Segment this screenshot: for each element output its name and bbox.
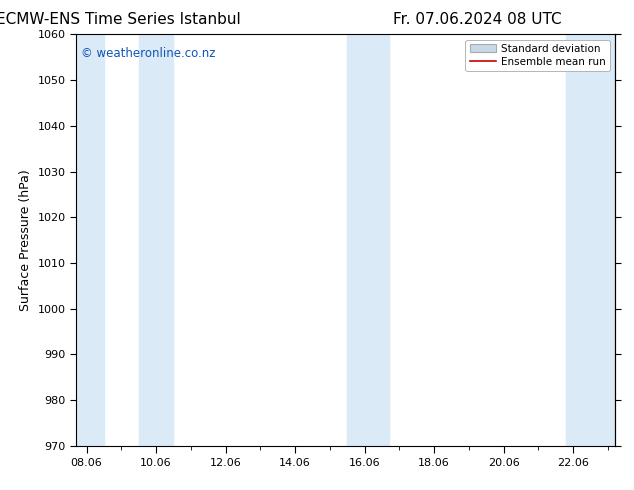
Bar bbox=[566, 34, 615, 446]
Y-axis label: Surface Pressure (hPa): Surface Pressure (hPa) bbox=[19, 169, 32, 311]
Text: ECMW-ENS Time Series Istanbul: ECMW-ENS Time Series Istanbul bbox=[0, 12, 241, 27]
Bar bbox=[76, 34, 104, 446]
Bar bbox=[347, 34, 389, 446]
Text: © weatheronline.co.nz: © weatheronline.co.nz bbox=[81, 47, 216, 60]
Bar bbox=[139, 34, 174, 446]
Text: Fr. 07.06.2024 08 UTC: Fr. 07.06.2024 08 UTC bbox=[393, 12, 562, 27]
Legend: Standard deviation, Ensemble mean run: Standard deviation, Ensemble mean run bbox=[465, 40, 610, 71]
